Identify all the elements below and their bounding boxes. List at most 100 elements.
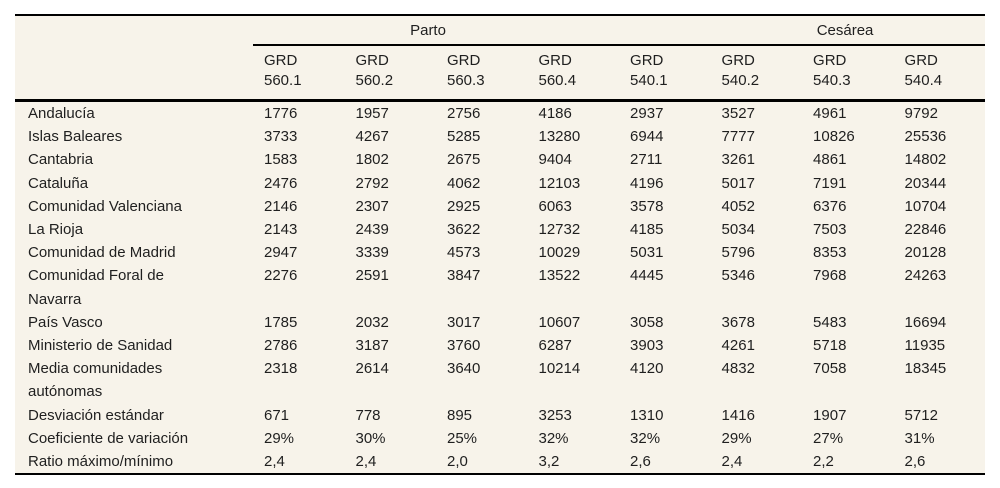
data-cell: 10214 <box>538 360 581 378</box>
data-cell: 12732 <box>538 221 581 239</box>
data-cell: 4573 <box>447 244 481 262</box>
column-header-grd-560-2: GRD 560.2 <box>344 45 436 102</box>
grd-label: GRD <box>813 52 847 69</box>
column-header-grd-560-3: GRD 560.3 <box>436 45 528 102</box>
data-cell: 32% <box>630 429 661 447</box>
data-cell: 24263 <box>904 267 947 285</box>
data-cell: 4861 <box>813 151 847 169</box>
data-cell: 2,4 <box>721 453 743 471</box>
data-cell: 4445 <box>630 267 664 285</box>
data-cell: 6944 <box>630 128 664 146</box>
data-cell: 7968 <box>813 267 847 285</box>
data-cell: 1907 <box>813 406 847 424</box>
data-cell: 20344 <box>904 174 947 192</box>
data-cell: 5718 <box>813 337 847 355</box>
data-cell: 3760 <box>447 337 481 355</box>
data-cell: 4120 <box>630 360 664 378</box>
data-cell: 18345 <box>904 360 947 378</box>
data-cell: 2792 <box>355 174 389 192</box>
table-row: Coeficiente de variación 29% 30% 25% 32% 32% 2… <box>15 427 985 450</box>
data-cell: 31% <box>904 429 935 447</box>
table-row: Cataluña 2476 2792 4062 12103 4196 5017 7191 203… <box>15 172 985 195</box>
grd-label: GRD <box>538 52 572 69</box>
row-label: Comunidad de Madrid <box>28 244 176 262</box>
data-cell: 3847 <box>447 267 481 285</box>
data-cell: 4261 <box>721 337 755 355</box>
data-cell: 778 <box>355 406 381 424</box>
data-cell: 5483 <box>813 313 847 331</box>
grd-label: GRD <box>904 52 938 69</box>
data-cell: 3640 <box>447 360 481 378</box>
data-cell: 2,6 <box>630 453 651 471</box>
data-cell: 2614 <box>355 360 389 378</box>
data-cell: 7503 <box>813 221 847 239</box>
data-cell: 8353 <box>813 244 847 262</box>
data-cell: 1310 <box>630 406 664 424</box>
row-label: Cantabria <box>28 151 94 169</box>
data-cell: 20128 <box>904 244 947 262</box>
row-label: Cataluña <box>28 174 89 192</box>
data-cell: 29% <box>721 429 752 447</box>
row-label: La Rioja <box>28 221 84 239</box>
data-cell: 9404 <box>538 151 572 169</box>
data-cell: 25536 <box>904 128 947 146</box>
table-row: Media comunidades autónomas 2318 2614 3640 1… <box>15 357 985 403</box>
data-cell: 3903 <box>630 337 664 355</box>
grd-code: 540.1 <box>630 72 668 89</box>
row-label: País Vasco <box>28 313 103 331</box>
data-cell: 10704 <box>904 197 947 215</box>
column-header-grd-560-1: GRD 560.1 <box>253 45 345 102</box>
table-row: Comunidad Valenciana 2146 2307 2925 6063 3578… <box>15 195 985 218</box>
data-cell: 32% <box>538 429 569 447</box>
corner-cell <box>15 15 253 45</box>
column-header-grd-540-2: GRD 540.2 <box>710 45 803 102</box>
column-header-grd-540-4: GRD 540.4 <box>893 45 986 102</box>
table-row: Andalucía 1776 1957 2756 4186 2937 3527 4961 979… <box>15 101 985 126</box>
data-cell: 4196 <box>630 174 664 192</box>
grd-statistics-table: Parto Cesárea GRD 560.1 GRD 560.2 GRD <box>15 14 986 476</box>
data-cell: 2143 <box>264 221 298 239</box>
table-row: Cantabria 1583 1802 2675 9404 2711 3261 4861 148… <box>15 148 985 171</box>
data-cell: 27% <box>813 429 844 447</box>
column-header-grd-540-3: GRD 540.3 <box>802 45 894 102</box>
data-cell: 895 <box>447 406 473 424</box>
data-cell: 14802 <box>904 151 947 169</box>
data-cell: 2591 <box>355 267 389 285</box>
table-row: Islas Baleares 3733 4267 5285 13280 6944 7777 1… <box>15 125 985 148</box>
data-cell: 3,2 <box>538 453 560 471</box>
data-cell: 2,0 <box>447 453 468 471</box>
corner-cell <box>15 45 253 102</box>
data-cell: 7191 <box>813 174 847 192</box>
row-label: Comunidad Valenciana <box>28 197 182 215</box>
data-cell: 2675 <box>447 151 481 169</box>
grd-code: 540.2 <box>721 72 760 89</box>
data-cell: 13522 <box>538 267 581 285</box>
data-cell: 6063 <box>538 197 572 215</box>
data-cell: 2,4 <box>264 453 285 471</box>
data-cell: 1802 <box>355 151 389 169</box>
data-cell: 3578 <box>630 197 664 215</box>
data-cell: 5285 <box>447 128 481 146</box>
data-cell: 11935 <box>904 337 946 355</box>
data-cell: 2032 <box>355 313 389 331</box>
grd-code: 540.3 <box>813 72 851 89</box>
data-cell: 4185 <box>630 221 664 239</box>
data-cell: 16694 <box>904 313 947 331</box>
grd-label: GRD <box>721 52 755 69</box>
data-cell: 9792 <box>904 105 938 122</box>
table-header: Parto Cesárea GRD 560.1 GRD 560.2 GRD <box>15 15 986 102</box>
row-label: Ratio máximo/mínimo <box>28 453 174 471</box>
data-cell: 10607 <box>538 313 581 331</box>
data-cell: 1957 <box>355 105 389 122</box>
column-header-grd-540-1: GRD 540.1 <box>619 45 711 102</box>
data-cell: 3733 <box>264 128 298 146</box>
data-cell: 2947 <box>264 244 298 262</box>
data-cell: 29% <box>264 429 295 447</box>
data-cell: 13280 <box>538 128 581 146</box>
data-cell: 3678 <box>721 313 755 331</box>
data-cell: 2937 <box>630 105 664 122</box>
data-cell: 4052 <box>721 197 755 215</box>
data-cell: 2307 <box>355 197 389 215</box>
data-cell: 6287 <box>538 337 572 355</box>
data-cell: 3339 <box>355 244 389 262</box>
